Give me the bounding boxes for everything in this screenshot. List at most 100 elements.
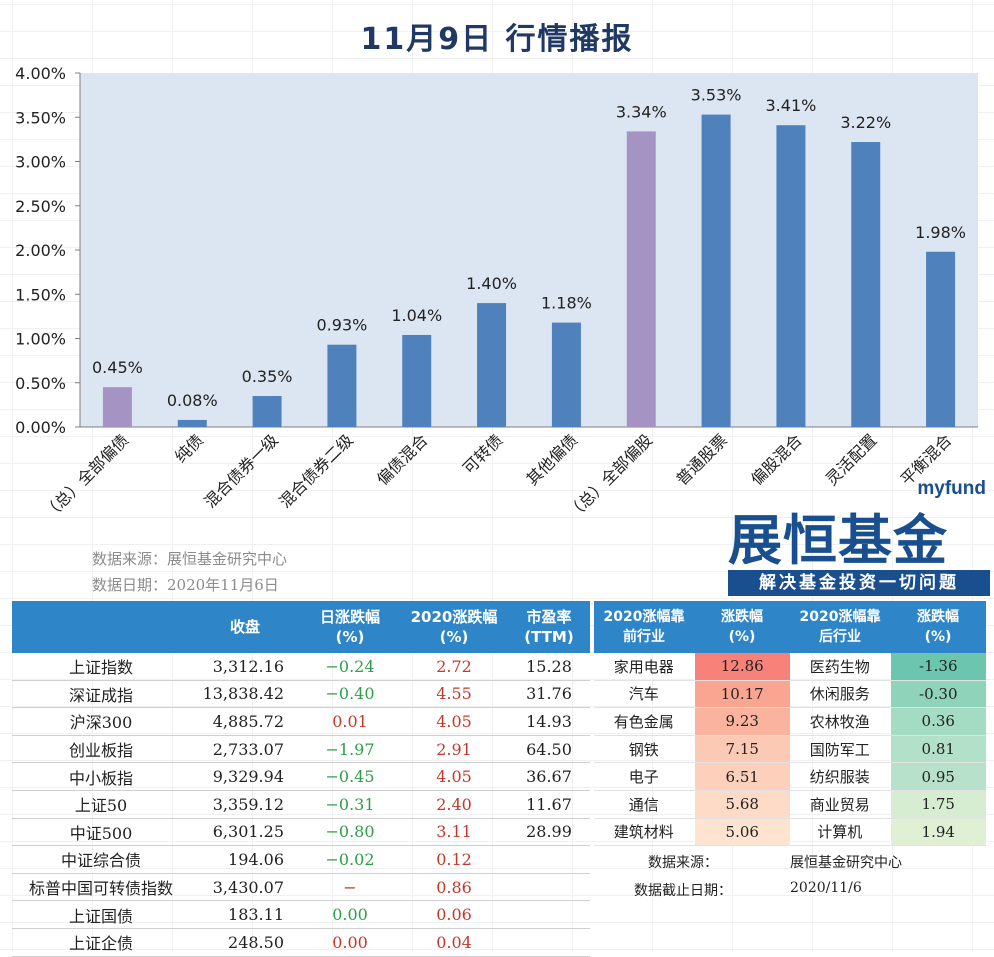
industry-header-top-val: 涨跌幅 (%) bbox=[694, 601, 790, 653]
y-tick-label: 3.50% bbox=[15, 108, 66, 127]
index-name: 中证500 bbox=[12, 818, 190, 847]
index-pe: 15.28 bbox=[508, 653, 590, 681]
bar-chart: 0.00% 0.50% 1.00% 1.50% 2.00% 2.50% 3.00% 3.50%… bbox=[15, 64, 978, 523]
bar bbox=[177, 419, 207, 427]
bar-value-label: 3.53% bbox=[691, 86, 742, 105]
industry-bottom-name: 商业贸易 bbox=[790, 790, 890, 819]
industry-source-value: 展恒基金研究中心 bbox=[790, 855, 902, 871]
table-row: 中证500 6,301.25 −0.80 3.11 28.99 bbox=[12, 818, 590, 847]
industry-top-value: 6.51 bbox=[693, 762, 790, 791]
index-year-change: 2.91 bbox=[400, 735, 508, 764]
table-row: 创业板指 2,733.07 −1.97 2.91 64.50 bbox=[12, 735, 590, 764]
industry-bottom-value: 1.75 bbox=[889, 790, 986, 819]
bar bbox=[626, 131, 656, 427]
chart-source: 数据来源：展恒基金研究中心 bbox=[92, 550, 288, 568]
industry-bottom-name: 纺织服装 bbox=[790, 762, 890, 791]
industry-source-label: 数据来源： bbox=[648, 855, 718, 871]
industry-bottom-value: 0.81 bbox=[889, 735, 986, 764]
index-name: 沪深300 bbox=[12, 707, 190, 736]
index-name: 标普中国可转债指数 bbox=[12, 873, 190, 902]
bar bbox=[252, 396, 282, 427]
y-tick-label: 0.50% bbox=[15, 374, 66, 393]
index-pe: 28.99 bbox=[508, 818, 590, 847]
index-pe: 11.67 bbox=[508, 790, 590, 819]
index-day-change: −0.80 bbox=[300, 818, 400, 847]
bar-value-label: 1.98% bbox=[915, 223, 966, 242]
index-close: 3,312.16 bbox=[190, 653, 300, 681]
table-row: 有色金属 9.23 农林牧渔 0.36 bbox=[594, 707, 986, 736]
index-pe bbox=[508, 900, 590, 929]
index-name: 上证指数 bbox=[12, 653, 190, 681]
industry-date-label: 数据截止日期： bbox=[634, 883, 732, 899]
bar bbox=[776, 125, 806, 427]
bar bbox=[701, 114, 731, 427]
chart-date: 数据日期：2020年11月6日 bbox=[92, 576, 279, 594]
y-tick-label: 2.00% bbox=[15, 241, 66, 260]
table-row: 上证国债 183.11 0.00 0.06 bbox=[12, 900, 590, 929]
index-name: 创业板指 bbox=[12, 735, 190, 764]
bar-value-label: 0.93% bbox=[317, 316, 368, 335]
x-category-label: 普通股票 bbox=[672, 430, 731, 489]
bar bbox=[402, 334, 432, 427]
industry-top-name: 通信 bbox=[594, 790, 694, 819]
index-year-change: 2.40 bbox=[400, 790, 508, 819]
index-day-change: −0.45 bbox=[300, 762, 400, 791]
industry-top-value: 5.68 bbox=[693, 790, 790, 819]
table-row: 汽车 10.17 休闲服务 -0.30 bbox=[594, 680, 986, 709]
x-category-label: 混合债券一级 bbox=[201, 430, 282, 511]
index-name: 深证成指 bbox=[12, 680, 190, 709]
x-category-label: 可转债 bbox=[459, 430, 506, 477]
industry-table: 2020涨幅靠 前行业 涨跌幅 (%) 2020涨幅靠 后行业 涨跌幅 (%) 家用电器… bbox=[594, 601, 986, 847]
index-table: 收盘 日涨跌幅 (%) 2020涨跌幅 (%) 市盈率 (TTM) 上证指数 3,312… bbox=[12, 601, 590, 957]
y-tick-label: 0.00% bbox=[15, 418, 66, 437]
table-row: 上证指数 3,312.16 −0.24 2.72 15.28 bbox=[12, 653, 590, 681]
y-tick-label: 1.50% bbox=[15, 285, 66, 304]
industry-table-header: 2020涨幅靠 前行业 涨跌幅 (%) 2020涨幅靠 后行业 涨跌幅 (%) bbox=[594, 601, 986, 653]
industry-top-value: 10.17 bbox=[693, 680, 790, 709]
bar bbox=[102, 387, 132, 427]
bar-value-label: 1.40% bbox=[466, 274, 517, 293]
table-row: 沪深300 4,885.72 0.01 4.05 14.93 bbox=[12, 707, 590, 736]
bar-value-label: 3.22% bbox=[840, 113, 891, 132]
index-name: 中小板指 bbox=[12, 762, 190, 791]
industry-top-value: 12.86 bbox=[693, 653, 790, 681]
index-header-pe: 市盈率 (TTM) bbox=[508, 601, 590, 653]
index-close: 6,301.25 bbox=[190, 818, 300, 847]
bar bbox=[477, 303, 507, 427]
industry-header-bottom: 2020涨幅靠 后行业 bbox=[790, 601, 890, 653]
index-pe bbox=[508, 873, 590, 902]
index-day-change: 0.00 bbox=[300, 900, 400, 929]
bar bbox=[926, 251, 956, 427]
index-day-change: − bbox=[300, 873, 400, 902]
index-year-change: 4.05 bbox=[400, 707, 508, 736]
bar bbox=[327, 344, 357, 427]
index-day-change: −1.97 bbox=[300, 735, 400, 764]
table-row: 钢铁 7.15 国防军工 0.81 bbox=[594, 735, 986, 764]
page-title: 11月9日 行情播报 bbox=[360, 22, 634, 57]
logo-big-text: 展恒基金 bbox=[728, 509, 948, 572]
index-year-change: 0.12 bbox=[400, 845, 508, 874]
x-category-label: 偏债混合 bbox=[373, 430, 432, 489]
index-year-change: 4.05 bbox=[400, 762, 508, 791]
industry-bottom-value: -0.30 bbox=[889, 680, 986, 709]
x-category-label: （总）全部偏债 bbox=[40, 430, 133, 523]
x-category-label: 纯债 bbox=[171, 430, 207, 466]
index-pe: 14.93 bbox=[508, 707, 590, 736]
index-day-change: 0.01 bbox=[300, 707, 400, 736]
industry-top-name: 电子 bbox=[594, 762, 694, 791]
index-name: 上证国债 bbox=[12, 900, 190, 929]
plot-area bbox=[80, 73, 978, 427]
table-row: 上证50 3,359.12 −0.31 2.40 11.67 bbox=[12, 790, 590, 819]
index-header-year: 2020涨跌幅 (%) bbox=[400, 601, 508, 653]
industry-bottom-name: 医药生物 bbox=[790, 653, 890, 681]
bar-value-label: 1.04% bbox=[391, 306, 442, 325]
bar-value-label: 3.41% bbox=[766, 96, 817, 115]
index-day-change: −0.31 bbox=[300, 790, 400, 819]
index-close: 3,430.07 bbox=[190, 873, 300, 902]
index-close: 3,359.12 bbox=[190, 790, 300, 819]
industry-top-name: 建筑材料 bbox=[594, 818, 694, 847]
industry-date-value: 2020/11/6 bbox=[790, 880, 862, 896]
table-row: 中证综合债 194.06 −0.02 0.12 bbox=[12, 845, 590, 874]
index-close: 4,885.72 bbox=[190, 707, 300, 736]
industry-top-name: 汽车 bbox=[594, 680, 694, 709]
